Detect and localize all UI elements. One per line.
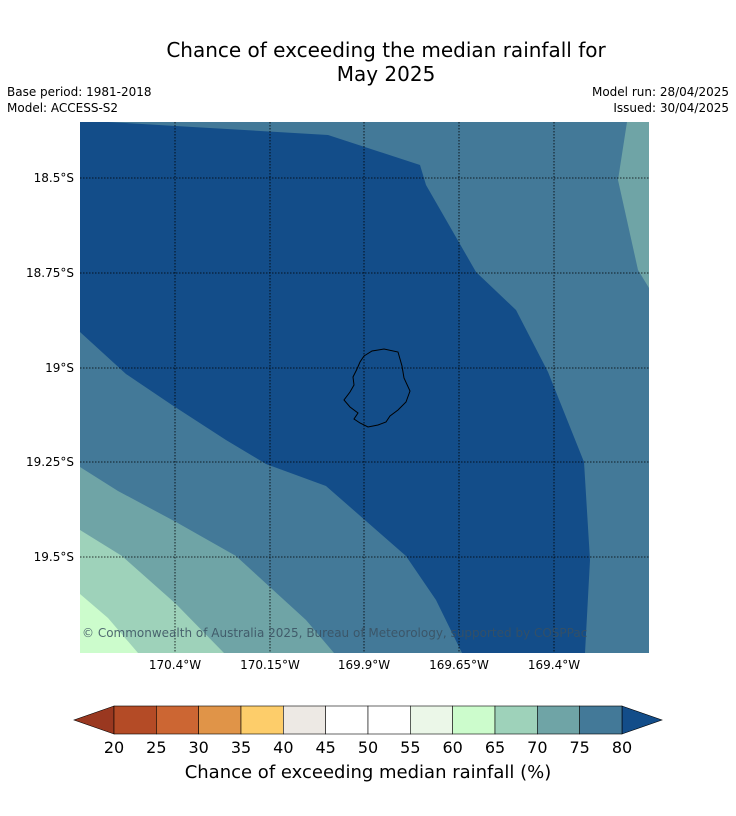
colorbar-swatch: [325, 705, 369, 735]
map-panel: © Commonwealth of Australia 2025, Bureau…: [80, 122, 649, 653]
meta-right: Model run: 28/04/2025 Issued: 30/04/2025: [592, 84, 729, 116]
lon-label-169-9: 169.9°W: [337, 658, 391, 672]
lat-label-18-75: 18.75°S: [26, 266, 74, 280]
lon-label-170-4: 170.4°W: [148, 658, 202, 672]
title-line-2: May 2025: [336, 62, 436, 86]
meta-left: Base period: 1981-2018 Model: ACCESS-S2: [7, 84, 152, 116]
base-period: Base period: 1981-2018: [7, 85, 152, 99]
lat-label-19: 19°S: [45, 361, 74, 375]
lon-label-169-65: 169.65°W: [429, 658, 489, 672]
map-title: Chance of exceeding the median rainfall …: [0, 38, 736, 86]
colorbar-tick-label: 30: [188, 738, 209, 757]
colorbar-tick-label: 25: [146, 738, 167, 757]
colorbar-swatch: [113, 705, 157, 735]
colorbar-swatch: [537, 705, 580, 735]
contour-60-65: [80, 594, 138, 653]
colorbar-swatch: [410, 705, 453, 735]
colorbar-tick-label: 80: [611, 738, 633, 757]
model-name: Model: ACCESS-S2: [7, 101, 119, 115]
colorbar-tick-label: 60: [442, 738, 463, 757]
colorbar-tick-label: 75: [569, 738, 590, 757]
colorbar-tick-label: 35: [230, 738, 252, 757]
contour-over-80: [80, 122, 590, 653]
lat-label-18-5: 18.5°S: [33, 171, 74, 185]
colorbar-tick-label: 40: [273, 738, 294, 757]
colorbar-swatch: [452, 705, 496, 735]
colorbar-tick-label: 45: [315, 738, 336, 757]
colorbar-under-arrow: [73, 705, 115, 735]
lat-label-19-5: 19.5°S: [33, 550, 74, 564]
colorbar-swatch: [283, 705, 326, 735]
colorbar-swatch: [579, 705, 623, 735]
colorbar-swatch: [198, 705, 242, 735]
colorbar-swatch: [494, 705, 538, 735]
title-line-1: Chance of exceeding the median rainfall …: [166, 38, 606, 62]
colorbar-title: Chance of exceeding median rainfall (%): [184, 762, 552, 783]
island-outline: [343, 348, 411, 428]
issued-date: Issued: 30/04/2025: [613, 101, 729, 115]
colorbar-tick-label: 65: [484, 738, 506, 757]
colorbar-swatch: [156, 705, 199, 735]
colorbar-tick-label: 70: [527, 738, 548, 757]
colorbar-swatch: [240, 705, 284, 735]
copyright-notice: © Commonwealth of Australia 2025, Bureau…: [82, 626, 587, 640]
lon-label-169-4: 169.4°W: [527, 658, 581, 672]
contour-65-70: [80, 530, 224, 653]
colorbar-tick-label: 55: [400, 738, 421, 757]
model-run: Model run: 28/04/2025: [591, 85, 729, 99]
gridlines: [80, 122, 649, 653]
lon-label-170-15: 170.15°W: [240, 658, 300, 672]
colorbar-swatch: [367, 705, 411, 735]
colorbar: [73, 705, 663, 735]
contour-70-75-east: [618, 122, 649, 288]
colorbar-tick-label: 20: [103, 738, 125, 757]
colorbar-over-arrow: [621, 705, 663, 735]
lat-label-19-25: 19.25°S: [26, 455, 74, 469]
colorbar-tick-label: 50: [357, 738, 379, 757]
